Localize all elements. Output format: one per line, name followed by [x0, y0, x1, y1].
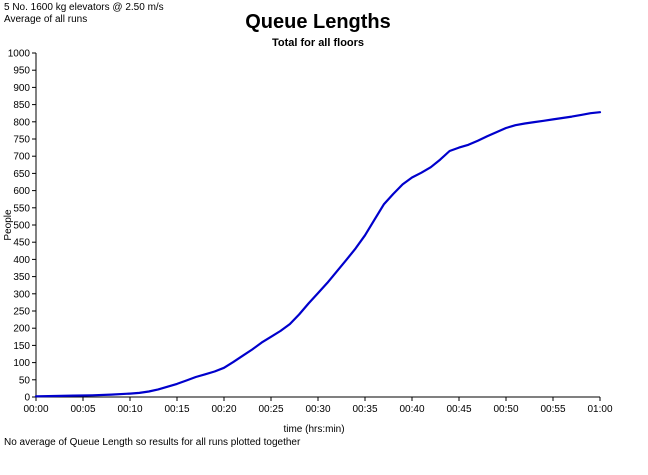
y-tick-label: 600	[13, 186, 30, 197]
y-tick-label: 1000	[8, 49, 31, 60]
x-tick-label: 00:55	[540, 404, 565, 415]
y-tick-label: 650	[13, 169, 30, 180]
y-tick-label: 450	[13, 238, 30, 249]
y-tick-label: 850	[13, 100, 30, 111]
x-tick-label: 00:40	[399, 404, 424, 415]
y-tick-label: 50	[19, 375, 31, 386]
y-axis-label: People	[3, 209, 14, 241]
x-tick-label: 00:00	[23, 404, 48, 415]
y-tick-label: 300	[13, 289, 30, 300]
x-tick-label: 00:15	[164, 404, 189, 415]
elevator-config-note: 5 No. 1600 kg elevators @ 2.50 m/s	[4, 2, 164, 13]
y-tick-label: 400	[13, 255, 30, 266]
chart-title: Queue Lengths	[245, 11, 391, 33]
y-tick-label: 350	[13, 272, 30, 283]
y-axis-ticks: 0 50 100 150 200 250 300 350 400 450 500 550 600 650 7…	[8, 49, 36, 404]
y-tick-label: 900	[13, 83, 30, 94]
y-tick-label: 950	[13, 66, 30, 77]
y-tick-label: 550	[13, 203, 30, 214]
x-tick-label: 00:35	[352, 404, 377, 415]
y-tick-label: 700	[13, 152, 30, 163]
y-tick-label: 250	[13, 307, 30, 318]
footnote: No average of Queue Length so results fo…	[4, 437, 301, 448]
y-tick-label: 750	[13, 135, 30, 146]
y-tick-label: 800	[13, 117, 30, 128]
x-tick-label: 00:25	[258, 404, 283, 415]
x-tick-label: 00:05	[70, 404, 95, 415]
y-tick-label: 0	[24, 393, 30, 404]
x-tick-label: 00:10	[117, 404, 142, 415]
x-tick-label: 00:50	[493, 404, 518, 415]
x-tick-label: 00:30	[305, 404, 330, 415]
chart-subtitle: Total for all floors	[271, 37, 365, 49]
y-tick-label: 200	[13, 324, 30, 335]
x-tick-label: 00:20	[211, 404, 236, 415]
x-axis-ticks: 00:00 00:05 00:10 00:15 00:20 00:25 00:30 00:35…	[23, 397, 613, 415]
averaging-note: Average of all runs	[4, 14, 88, 25]
y-tick-label: 100	[13, 358, 30, 369]
y-tick-label: 500	[13, 221, 30, 232]
y-tick-label: 150	[13, 341, 30, 352]
x-tick-label: 01:00	[587, 404, 612, 415]
queue-length-series-line	[34, 111, 602, 398]
x-axis-label: time (hrs:min)	[283, 424, 344, 435]
x-tick-label: 00:45	[446, 404, 471, 415]
